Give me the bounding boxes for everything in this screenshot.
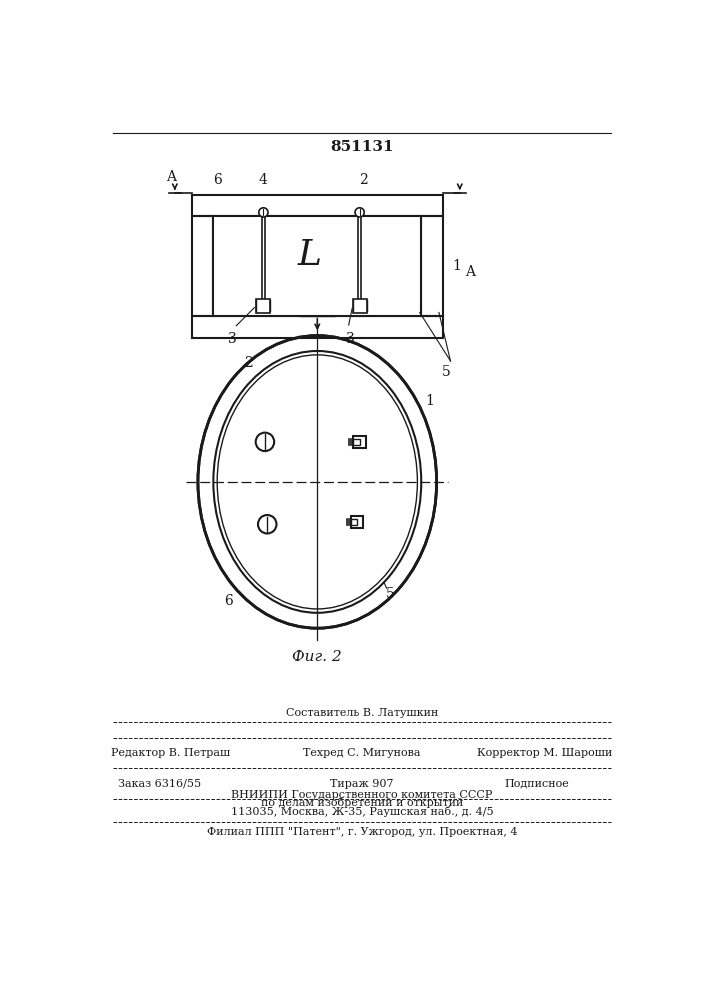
Bar: [192, 195, 443, 216]
Bar: [354, 439, 360, 445]
Text: Фиг.1: Фиг.1: [295, 373, 340, 387]
Bar: [351, 519, 357, 525]
Text: A: A: [465, 265, 475, 279]
Text: 5: 5: [443, 365, 451, 379]
Bar: [351, 516, 363, 528]
Bar: [353, 299, 366, 312]
Text: Фиг. 2: Фиг. 2: [293, 650, 342, 664]
Text: Заказ 6316/55: Заказ 6316/55: [118, 779, 201, 789]
Text: ВНИИПИ Государственного комитета СССР: ВНИИПИ Государственного комитета СССР: [231, 790, 493, 800]
Text: 113035, Москва, Ж-35, Раушская наб., д. 4/5: 113035, Москва, Ж-35, Раушская наб., д. …: [230, 806, 493, 817]
Text: 6: 6: [224, 594, 233, 608]
Text: 2: 2: [359, 173, 368, 187]
Text: 4: 4: [275, 444, 284, 458]
Text: 2: 2: [244, 356, 252, 370]
Bar: [214, 216, 421, 316]
Bar: [192, 216, 214, 316]
Text: 1: 1: [452, 259, 461, 273]
Circle shape: [355, 208, 364, 217]
Text: 1: 1: [425, 394, 434, 408]
Text: 3: 3: [370, 500, 378, 514]
Bar: [351, 516, 363, 528]
Text: Филиал ППП "Патент", г. Ужгород, ул. Проектная, 4: Филиал ППП "Патент", г. Ужгород, ул. Про…: [206, 827, 518, 837]
Text: 3: 3: [346, 332, 355, 346]
Text: Редактор В. Петраш: Редактор В. Петраш: [112, 748, 230, 758]
Bar: [192, 216, 214, 316]
Bar: [192, 316, 443, 338]
Text: по делам изобретений и открытий: по делам изобретений и открытий: [261, 797, 463, 808]
Text: 6: 6: [213, 173, 221, 187]
Bar: [257, 299, 270, 312]
Ellipse shape: [217, 355, 417, 609]
Text: 5: 5: [386, 587, 395, 601]
Bar: [421, 216, 443, 316]
Ellipse shape: [214, 351, 421, 613]
Text: A: A: [166, 170, 176, 184]
Circle shape: [259, 208, 268, 217]
Text: Техред С. Мигунова: Техред С. Мигунова: [303, 748, 421, 758]
Bar: [354, 436, 366, 448]
Bar: [354, 436, 366, 448]
Text: Составитель В. Латушкин: Составитель В. Латушкин: [286, 708, 438, 718]
Text: 851131: 851131: [330, 140, 394, 154]
Circle shape: [256, 433, 274, 451]
Text: 3: 3: [228, 332, 237, 346]
Text: 4: 4: [259, 173, 268, 187]
Text: Корректор М. Шароши: Корректор М. Шароши: [477, 748, 612, 758]
Text: А - А: А - А: [298, 300, 337, 314]
Text: 3: 3: [371, 435, 380, 449]
Text: 4: 4: [277, 526, 286, 540]
Circle shape: [258, 515, 276, 533]
Text: L: L: [298, 238, 322, 272]
Text: Тираж 907: Тираж 907: [330, 779, 394, 789]
Ellipse shape: [198, 336, 437, 628]
Bar: [192, 195, 443, 216]
Bar: [421, 216, 443, 316]
Text: Подписное: Подписное: [504, 779, 569, 789]
Bar: [192, 316, 443, 338]
